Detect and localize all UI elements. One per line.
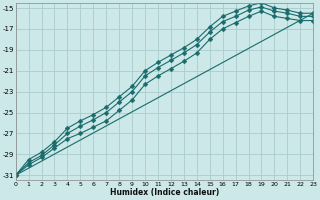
X-axis label: Humidex (Indice chaleur): Humidex (Indice chaleur) (110, 188, 219, 197)
